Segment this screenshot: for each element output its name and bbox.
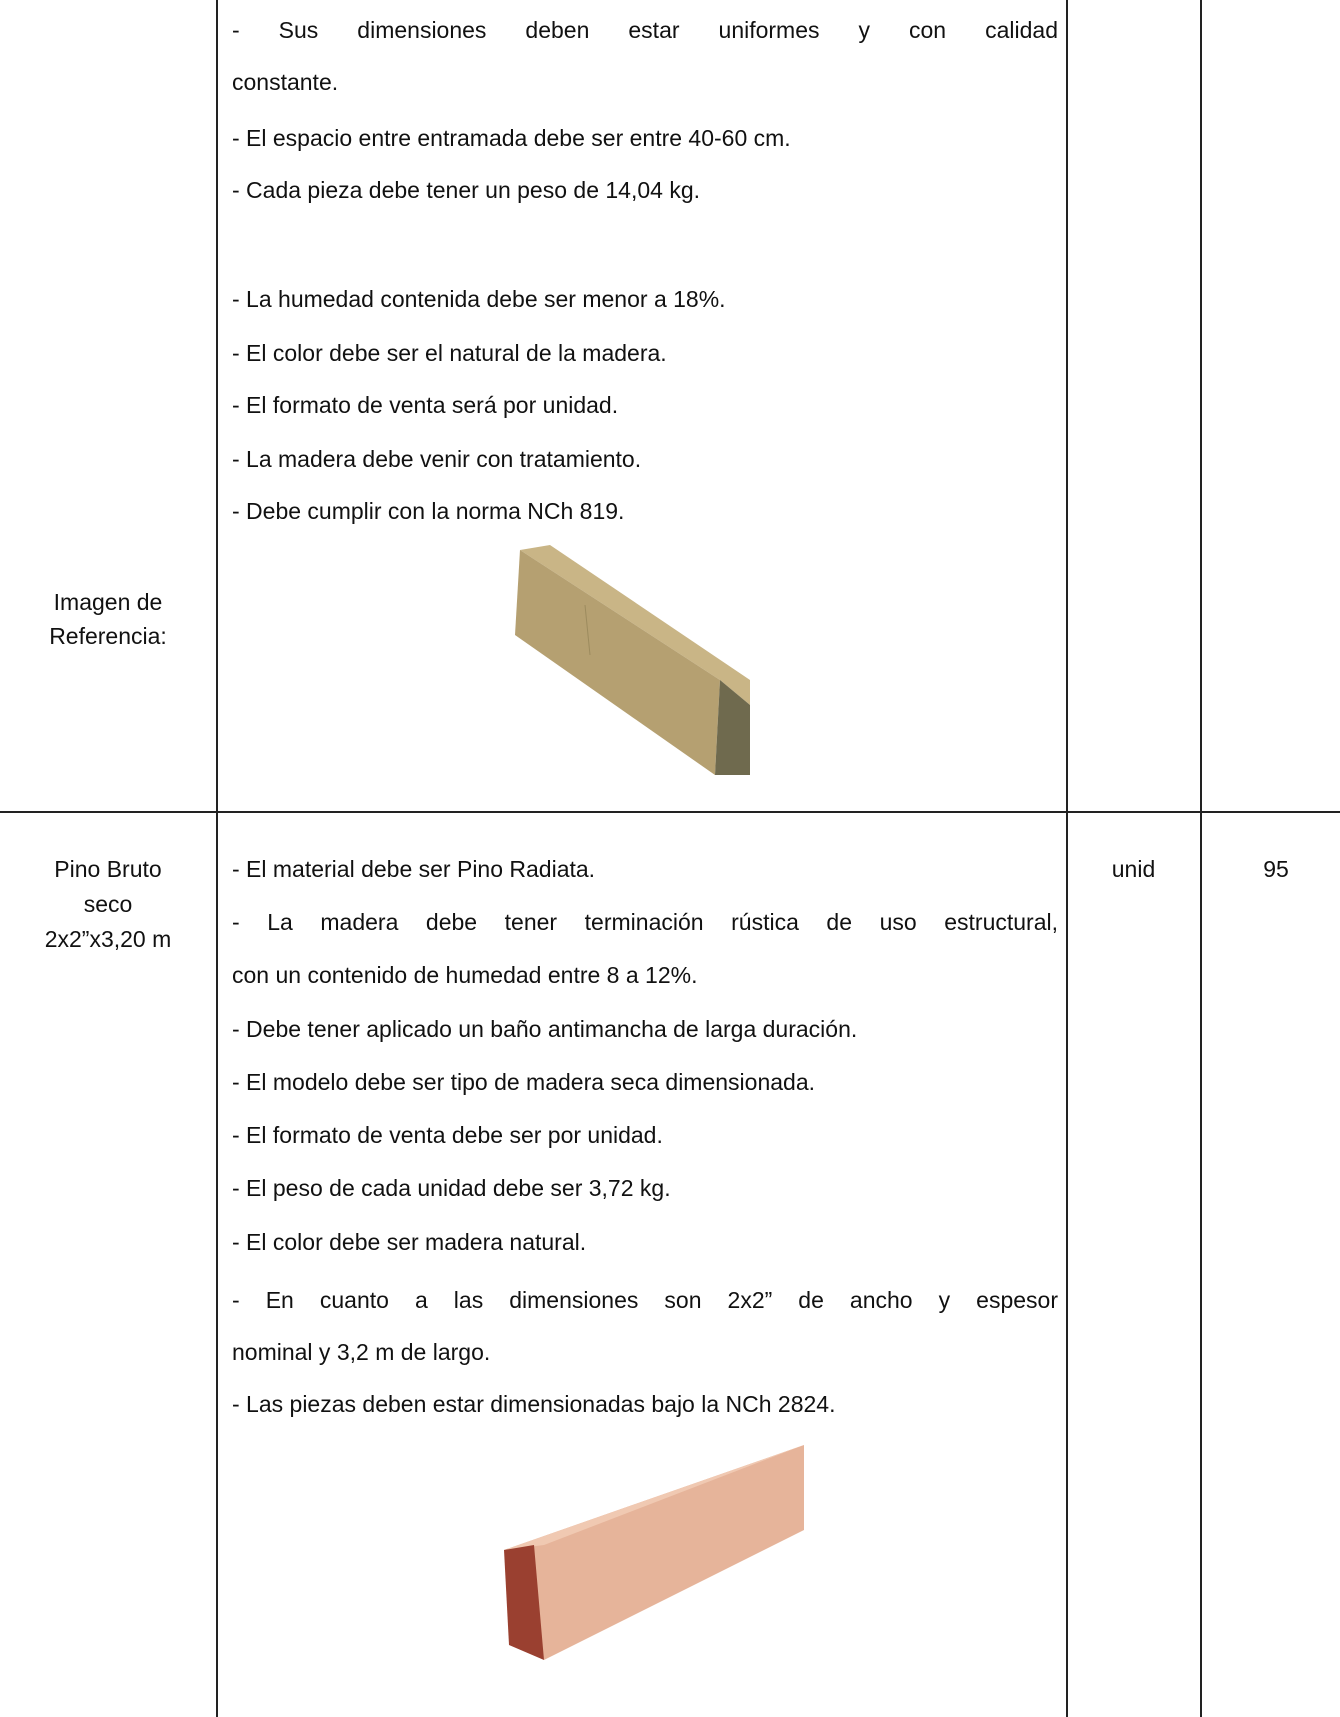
description-line: - El espacio entre entramada debe ser en… xyxy=(232,125,791,151)
label-line: 2x2”x3,20 m xyxy=(44,926,172,952)
row-label: Pino Bruto seco 2x2”x3,20 m xyxy=(0,852,216,957)
column-border xyxy=(1066,0,1068,1717)
description-line: - La humedad contenida debe ser menor a … xyxy=(232,286,726,312)
description-line: con un contenido de humedad entre 8 a 12… xyxy=(232,962,698,988)
description-line: constante. xyxy=(232,69,339,95)
description-line: - El peso de cada unidad debe ser 3,72 k… xyxy=(232,1175,671,1201)
description-line: - El modelo debe ser tipo de madera seca… xyxy=(232,1069,816,1095)
description-line: - Debe cumplir con la norma NCh 819. xyxy=(232,498,625,524)
label-line: Imagen de xyxy=(53,589,163,615)
row-border xyxy=(0,811,1340,813)
description-line: - Cada pieza debe tener un peso de 14,04… xyxy=(232,177,701,203)
row-label: Imagen de Referencia: xyxy=(0,585,216,653)
column-border xyxy=(216,0,218,1717)
label-line: Pino Bruto xyxy=(54,856,162,882)
description-line: - La madera debe tener terminación rústi… xyxy=(232,909,1058,935)
description-line: - Sus dimensiones deben estar uniformes … xyxy=(232,17,1058,43)
description-line: nominal y 3,2 m de largo. xyxy=(232,1339,491,1365)
description-line: - En cuanto a las dimensiones son 2x2” d… xyxy=(232,1287,1058,1313)
description-line: - El formato de venta debe ser por unida… xyxy=(232,1122,663,1148)
description-line: - Las piezas deben estar dimensionadas b… xyxy=(232,1391,836,1417)
wood-image xyxy=(515,545,750,775)
description-line: - El formato de venta será por unidad. xyxy=(232,392,619,418)
wood-image xyxy=(504,1445,804,1660)
description-line: - El color debe ser madera natural. xyxy=(232,1229,587,1255)
description-line: - La madera debe venir con tratamiento. xyxy=(232,446,642,472)
label-line: seco xyxy=(83,891,133,917)
label-line: Referencia: xyxy=(49,623,167,649)
description-line: - El material debe ser Pino Radiata. xyxy=(232,856,596,882)
quantity: 95 xyxy=(1263,856,1289,882)
column-border xyxy=(1200,0,1202,1717)
description-line: - Debe tener aplicado un baño antimancha… xyxy=(232,1016,858,1042)
unit: unid xyxy=(1111,856,1156,882)
description-line: - El color debe ser el natural de la mad… xyxy=(232,340,667,366)
